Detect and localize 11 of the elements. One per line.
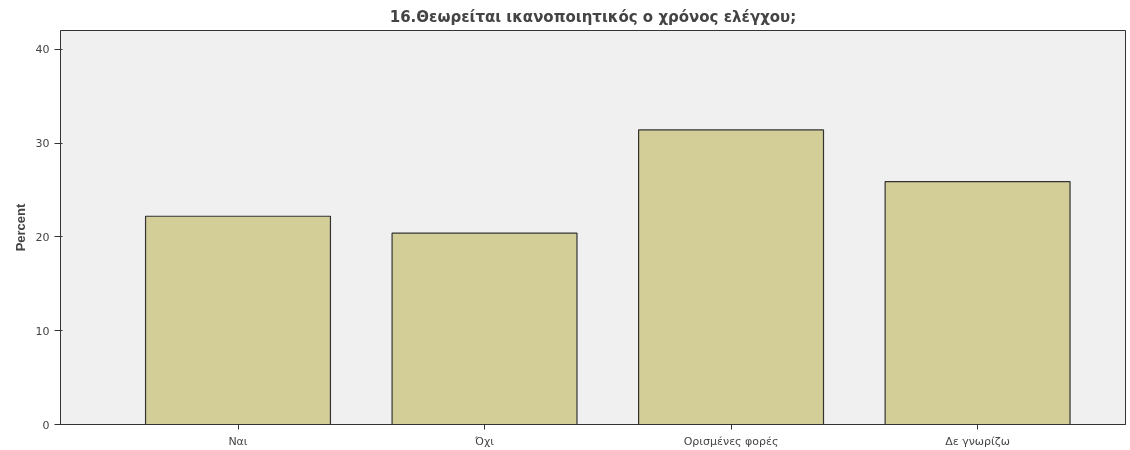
x-tick-label: Δε γνωρίζω xyxy=(945,434,1010,448)
y-tick-label: 0 xyxy=(42,418,50,432)
x-tick-label: Ορισμένες φορές xyxy=(683,434,779,448)
y-tick-label: 10 xyxy=(35,324,50,338)
y-axis-title: Percent xyxy=(12,202,28,252)
chart-title: 16.Θεωρείται ικανοποιητικός ο χρόνος ελέγχου; xyxy=(389,7,797,26)
y-tick-label: 40 xyxy=(35,43,50,57)
x-tick-label: Όχι xyxy=(474,434,495,448)
x-tick-label: Ναι xyxy=(228,434,248,448)
y-tick-label: 30 xyxy=(35,137,50,151)
y-tick-label: 20 xyxy=(35,230,50,244)
